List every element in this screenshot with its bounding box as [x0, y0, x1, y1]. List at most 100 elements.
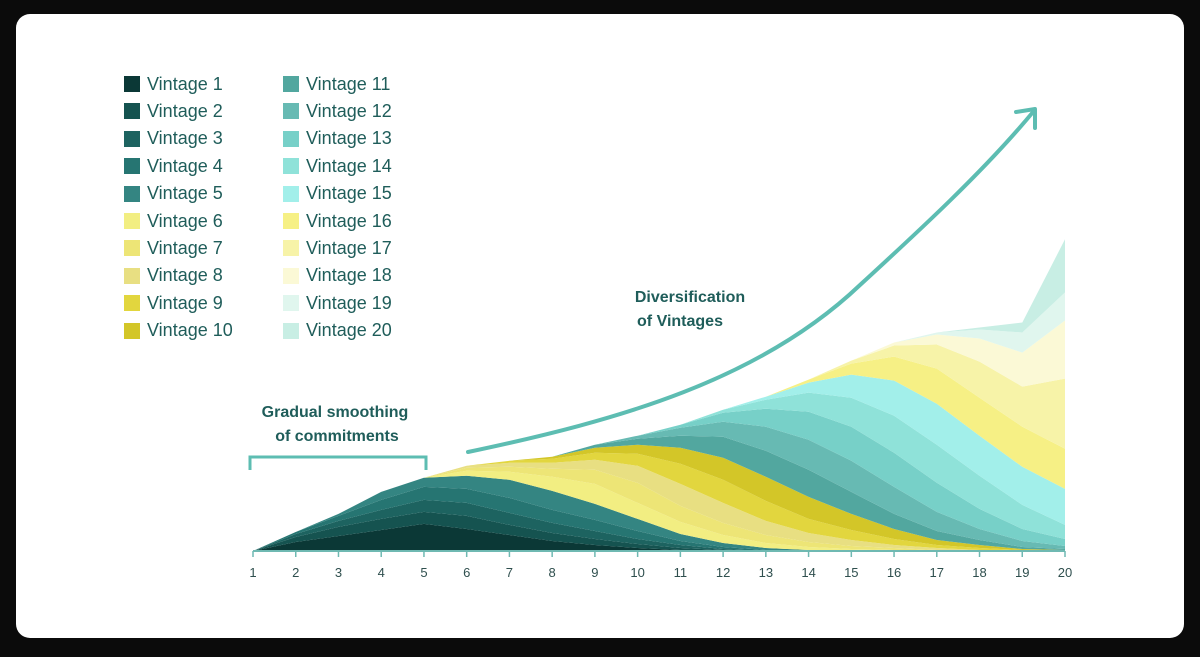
area-series-14: [253, 392, 1065, 551]
x-tick-label: 12: [716, 565, 730, 580]
x-tick-label: 1: [249, 565, 256, 580]
x-tick-label: 3: [335, 565, 342, 580]
legend-item: Vintage 9: [124, 292, 223, 314]
legend-item: Vintage 18: [283, 265, 392, 287]
legend-swatch: [124, 130, 140, 147]
legend-label: Vintage 19: [306, 292, 392, 313]
legend-swatch: [283, 103, 299, 120]
legend-swatch: [124, 295, 140, 312]
legend-label: Vintage 11: [306, 73, 391, 94]
legend-label: Vintage 3: [147, 128, 223, 149]
legend-swatch: [283, 130, 299, 147]
legend-swatch: [124, 158, 140, 175]
x-tick-label: 16: [887, 565, 901, 580]
diversification-annotation: Diversification of Vintages: [466, 107, 1037, 454]
area-layers: [253, 239, 1065, 552]
x-tick-label: 9: [591, 565, 598, 580]
legend-item: Vintage 13: [283, 128, 392, 150]
legend-swatch: [283, 185, 299, 202]
legend-item: Vintage 2: [124, 100, 223, 122]
legend-item: Vintage 4: [124, 155, 223, 177]
legend-item: Vintage 11: [283, 73, 390, 95]
x-tick-label: 13: [759, 565, 773, 580]
legend-item: Vintage 16: [283, 210, 392, 232]
legend-swatch: [283, 213, 299, 229]
area-series-8: [253, 459, 1065, 551]
legend-label: Vintage 7: [147, 237, 223, 258]
legend-swatch: [124, 213, 140, 229]
legend-item: Vintage 8: [124, 265, 223, 287]
legend-swatch: [124, 322, 140, 339]
x-tick-label: 19: [1015, 565, 1029, 580]
legend-label: Vintage 12: [306, 100, 392, 121]
legend-item: Vintage 10: [124, 320, 233, 342]
area-series-13: [253, 408, 1065, 551]
area-series-3: [253, 499, 1065, 551]
x-tick-label: 8: [549, 565, 556, 580]
legend-label: Vintage 16: [306, 210, 392, 231]
x-tick-label: 14: [801, 565, 815, 580]
x-tick-label: 6: [463, 565, 470, 580]
legend-label: Vintage 2: [147, 100, 223, 121]
legend-item: Vintage 3: [124, 128, 223, 150]
legend-item: Vintage 7: [124, 237, 223, 259]
legend-swatch: [283, 158, 299, 175]
legend-label: Vintage 18: [306, 265, 392, 286]
legend-label: Vintage 8: [147, 265, 223, 286]
legend-label: Vintage 10: [147, 320, 233, 341]
legend-label: Vintage 15: [306, 183, 392, 204]
area-series-17: [253, 344, 1065, 551]
legend-item: Vintage 14: [283, 155, 392, 177]
smoothing-annotation: Gradual smoothing of commitments: [248, 404, 428, 470]
x-tick-label: 2: [292, 565, 299, 580]
legend-item: Vintage 6: [124, 210, 223, 232]
legend-item: Vintage 19: [283, 292, 392, 314]
legend-label: Vintage 17: [306, 237, 392, 258]
legend-item: Vintage 15: [283, 183, 392, 205]
area-series-5: [253, 475, 1065, 551]
x-tick-label: 4: [378, 565, 385, 580]
smoothing-label-line2: of commitments: [275, 428, 399, 445]
diversification-label-line1: Diversification: [635, 289, 745, 306]
legend-label: Vintage 4: [147, 155, 223, 176]
legend-label: Vintage 5: [147, 183, 223, 204]
x-axis-ticks: 1 2 3 4 5 6 7 8 9 10 11 12 13 14 15 16 17 18 19 20: [249, 551, 1072, 580]
smoothing-bracket: [248, 455, 428, 470]
legend-item: Vintage 17: [283, 237, 392, 259]
x-tick-label: 11: [674, 565, 688, 580]
legend-label: Vintage 1: [147, 73, 223, 94]
legend-swatch: [283, 267, 299, 284]
x-tick-label: 7: [506, 565, 513, 580]
legend-swatch: [124, 267, 140, 284]
area-series-12: [253, 421, 1065, 551]
legend-item: Vintage 5: [124, 183, 223, 205]
legend-label: Vintage 14: [306, 155, 392, 176]
diversification-arrow: [466, 110, 1035, 454]
legend-label: Vintage 9: [147, 292, 223, 313]
area-series-4: [253, 486, 1065, 551]
area-series-1: [253, 523, 1065, 551]
legend-label: Vintage 20: [306, 320, 392, 341]
legend-item: Vintage 12: [283, 100, 392, 122]
legend-swatch: [283, 240, 299, 257]
x-tick-label: 5: [420, 565, 427, 580]
legend-swatch: [124, 240, 140, 257]
legend-label: Vintage 6: [147, 210, 223, 231]
legend: Vintage 1 Vintage 2 Vintage 3 Vintage 4 Vint…: [108, 62, 438, 342]
area-series-9: [253, 452, 1065, 551]
x-tick-label: 17: [930, 565, 944, 580]
legend-swatch: [283, 322, 299, 339]
legend-label: Vintage 13: [306, 128, 392, 149]
legend-swatch: [283, 295, 299, 312]
x-tick-label: 10: [630, 565, 644, 580]
area-series-18: [253, 320, 1065, 551]
smoothing-label-line1: Gradual smoothing: [262, 404, 409, 421]
diversification-arrowhead: [1014, 107, 1037, 130]
legend-swatch: [124, 103, 140, 120]
area-series-2: [253, 511, 1065, 551]
legend-swatch: [124, 185, 140, 202]
x-tick-label: 18: [972, 565, 986, 580]
legend-swatch: [124, 76, 140, 92]
legend-item: Vintage 1: [124, 73, 223, 95]
